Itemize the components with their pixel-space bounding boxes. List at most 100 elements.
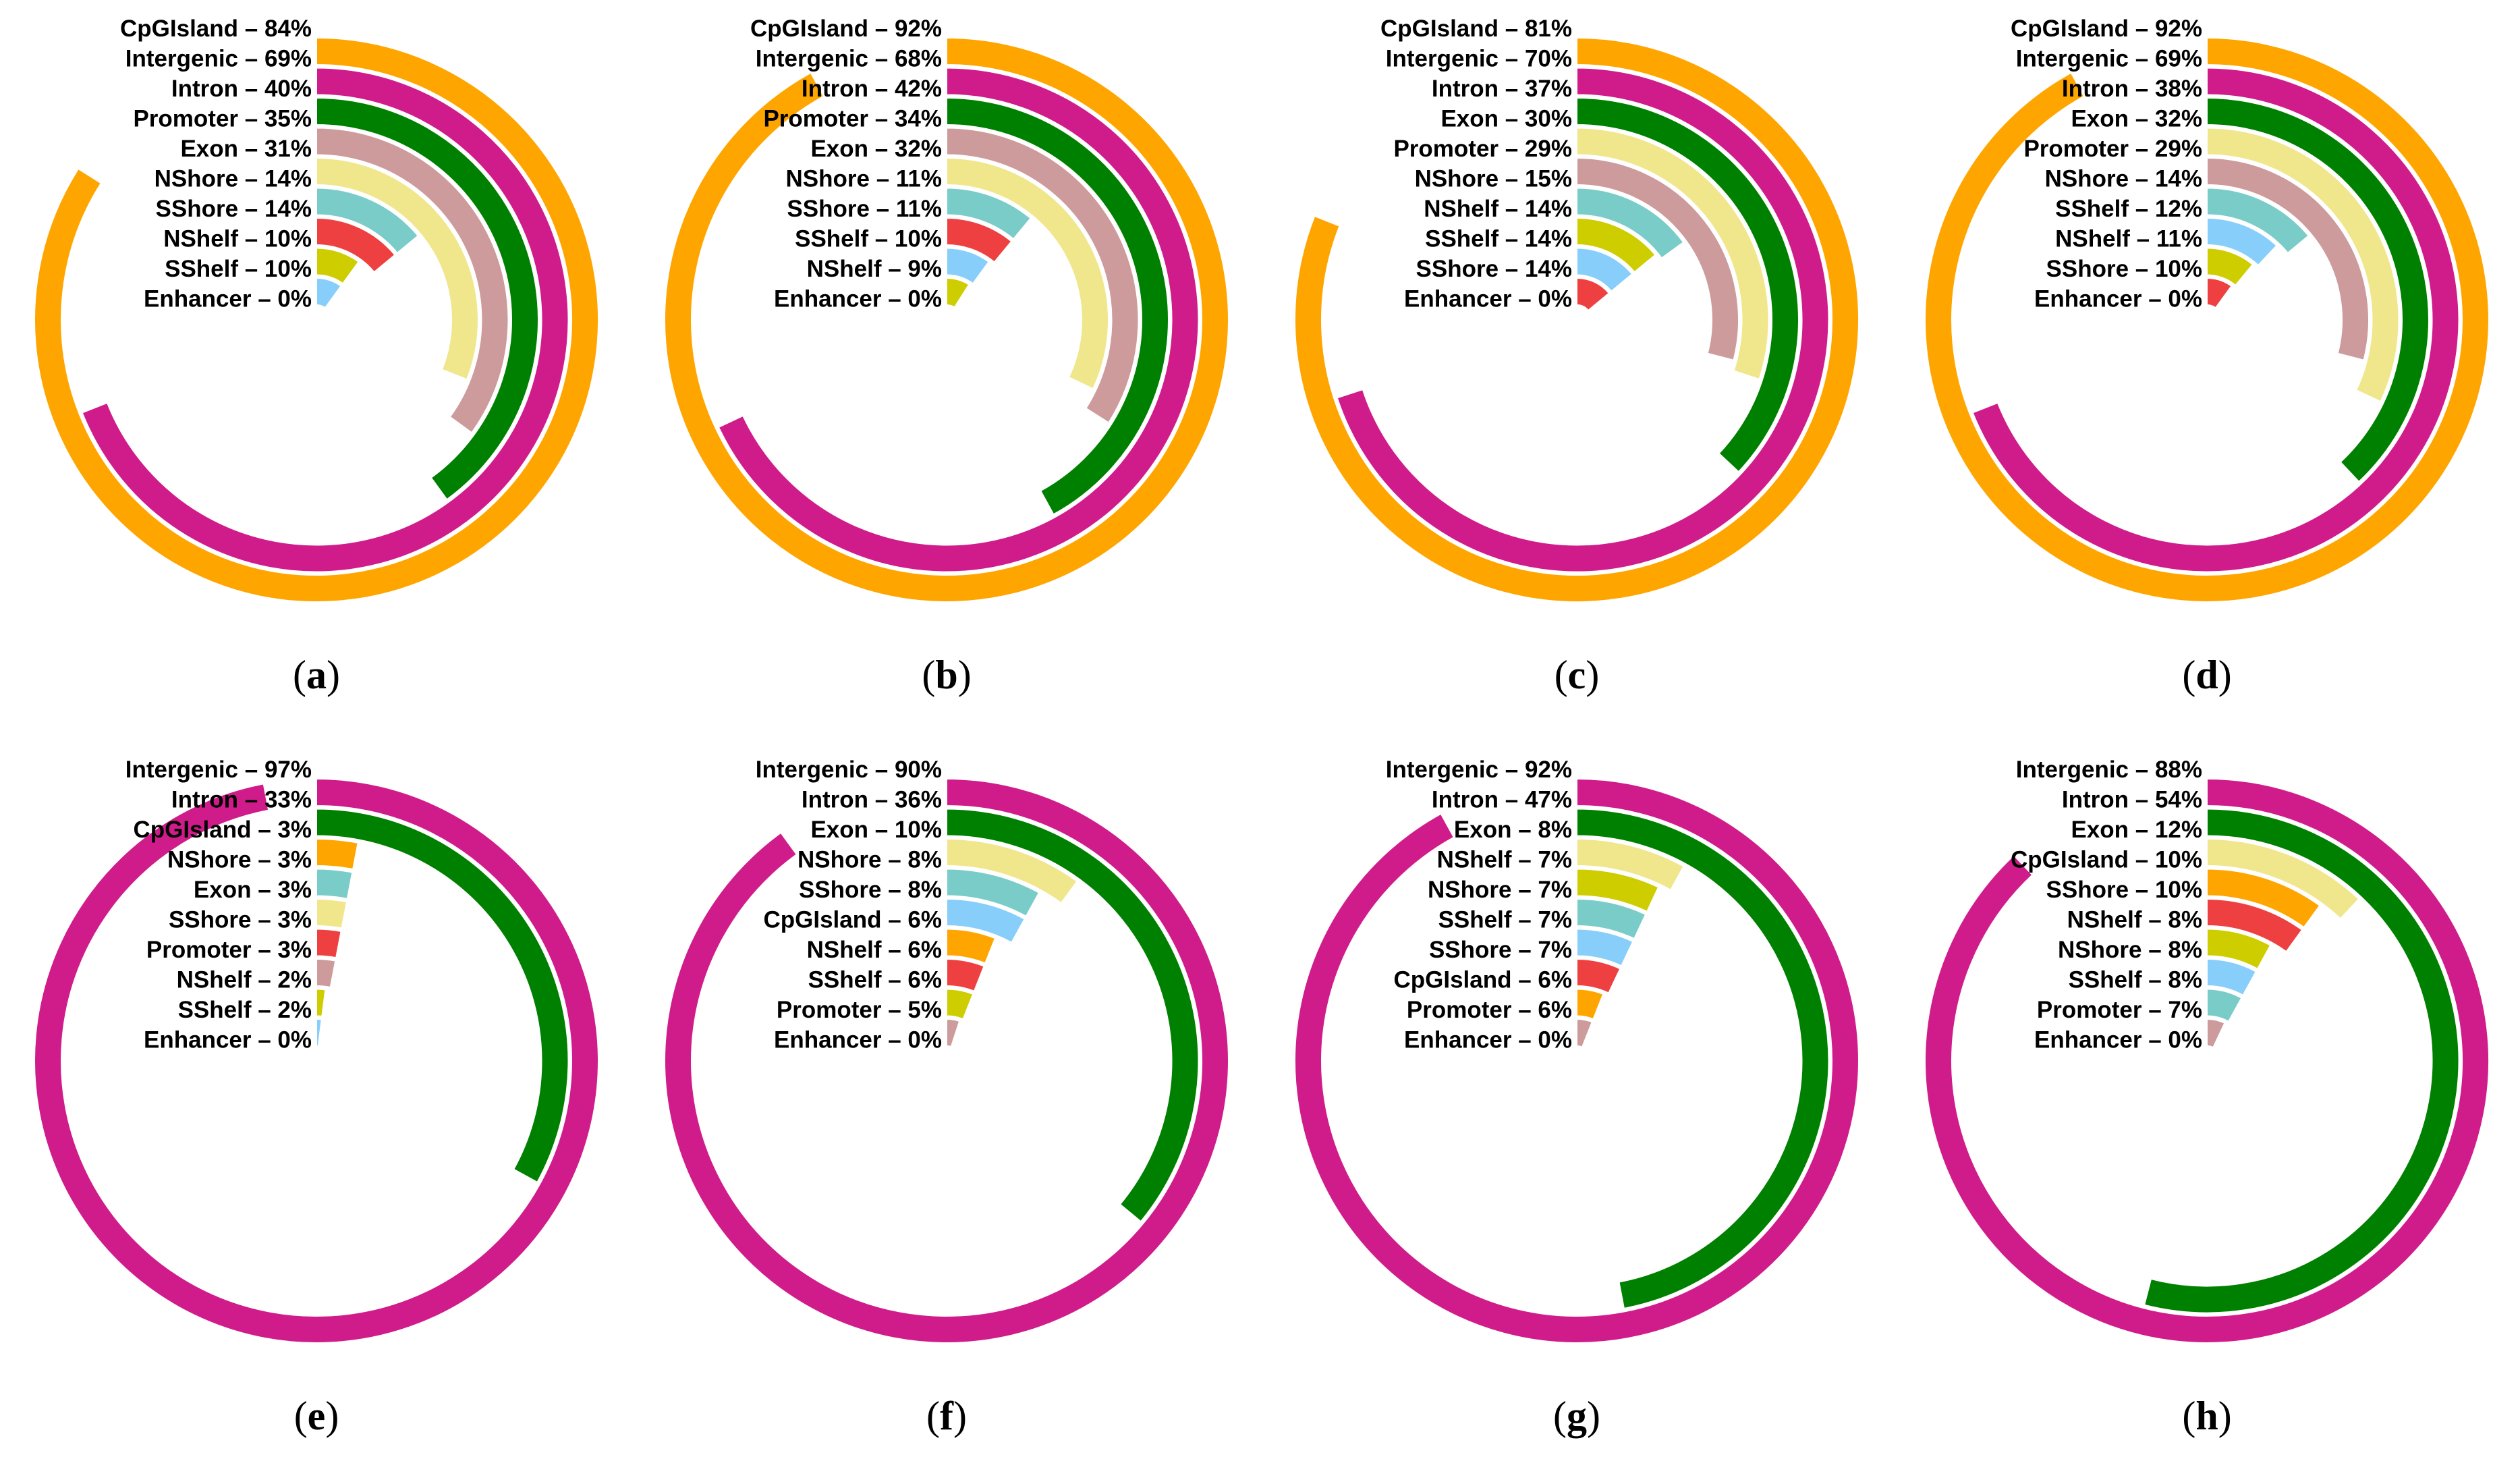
ring-arc-sshelf [2206,217,2278,267]
label-promoter: Promoter – 5% [777,997,942,1023]
ring-arc-exon [316,898,348,929]
ring-arc-sshore [316,928,342,959]
label-intergenic: Intergenic – 90% [756,757,942,783]
radial-bar-chart: Intergenic – 90% Intron – 36% Exon – 10% NS… [664,757,1229,1438]
ring-arc-intergenic [81,67,569,573]
label-enhancer: Enhancer – 0% [2034,286,2202,312]
ring-arc-cpgisland [946,928,997,964]
label-enhancer: Enhancer – 0% [774,286,942,312]
label-intron: Intron – 37% [1432,76,1572,102]
ring-arc-promoter [1576,157,1739,361]
ring-arc-exon [1576,127,1770,381]
label-sshore: SShore – 8% [799,877,942,903]
label-nshelf: NShelf – 9% [807,256,942,282]
label-enhancer: Enhancer – 0% [144,1027,312,1053]
chart-panel-e: Intergenic – 97% Intron – 33% CpGIsland – … [0,741,630,1482]
ring-arc-intergenic [1924,777,2490,1344]
radial-bar-chart: Intergenic – 97% Intron – 33% CpGIsland – … [34,757,599,1438]
ring-arc-promoter [946,127,1140,424]
ring-arc-sshore [316,217,396,273]
ring-arc-nshelf [946,277,970,308]
label-cpgisland: CpGIsland – 10% [2011,847,2202,873]
chart-panel-f: Intergenic – 90% Intron – 36% Exon – 10% NS… [630,741,1260,1482]
label-intron: Intron – 38% [2062,76,2202,102]
radial-bar-chart: CpGIsland – 84% Intergenic – 69% Intron – … [34,16,599,697]
ring-arc-cpgisland [316,838,359,871]
ring-arc-sshelf [946,247,990,285]
ring-arc-intergenic [1294,777,1859,1344]
label-intergenic: Intergenic – 97% [125,757,312,783]
label-sshelf: SShelf – 10% [795,226,942,252]
ring-arc-sshelf [946,988,974,1020]
label-exon: Exon – 8% [1454,817,1572,843]
ring-arc-exon [946,157,1109,390]
label-exon: Exon – 10% [810,817,942,843]
panel-caption: (b) [922,653,971,697]
label-sshelf: SShelf – 10% [165,256,312,282]
ring-arc-exon [2206,838,2360,920]
label-promoter: Promoter – 34% [763,106,942,132]
panel-caption: (h) [2182,1394,2231,1438]
ring-arc-intron [1576,97,1799,473]
ring-arc-intron [316,97,539,501]
label-exon: Exon – 31% [180,136,312,162]
ring-arc-intron [946,808,1200,1223]
label-sshore: SShore – 10% [2046,877,2203,903]
ring-arc-sshelf [316,277,342,309]
ring-arc-promoter [316,958,337,989]
panel-caption: (d) [2182,653,2231,697]
label-nshore: NShore – 3% [167,847,312,873]
label-nshelf: NShelf – 11% [2055,226,2202,252]
radial-bar-chart: Intergenic – 88% Intron – 54% Exon – 12% Cp… [1924,757,2490,1438]
ring-arc-sshore [1576,277,1611,312]
label-exon: Exon – 32% [810,136,942,162]
ring-arc-cpgisland [34,36,599,603]
label-intron: Intron – 47% [1432,787,1572,813]
panel-caption: (a) [293,653,340,697]
ring-arc-exon [316,157,479,381]
label-sshore: SShore – 14% [156,196,312,222]
label-nshelf: NShelf – 14% [1424,196,1572,222]
label-intergenic: Intergenic – 69% [2016,46,2202,72]
ring-arc-nshore [2206,187,2310,254]
label-intron: Intron – 42% [802,76,942,102]
panel-caption: (f) [926,1394,967,1438]
label-nshelf: NShelf – 2% [177,967,312,993]
chart-panel-d: CpGIsland – 92% Intergenic – 69% Intron – … [1891,0,2520,741]
label-enhancer: Enhancer – 0% [2034,1027,2202,1053]
label-nshore: NShore – 11% [786,166,943,192]
ring-arc-nshelf [316,247,360,285]
ring-arc-nshore [946,868,1040,918]
label-nshelf: NShelf – 8% [2067,907,2202,933]
label-enhancer: Enhancer – 0% [144,286,312,312]
label-cpgisland: CpGIsland – 81% [1380,16,1572,42]
label-intergenic: Intergenic – 70% [1386,46,1572,72]
label-nshore: NShore – 7% [1428,877,1572,903]
label-cpgisland: CpGIsland – 84% [120,16,312,42]
radial-bar-chart: CpGIsland – 92% Intergenic – 68% Intron – … [664,16,1229,697]
label-nshore: NShore – 8% [797,847,942,873]
ring-arc-cpgisland [1924,36,2490,603]
label-enhancer: Enhancer – 0% [774,1027,942,1053]
ring-arc-nshelf [946,958,985,993]
ring-arc-exon [2206,127,2400,403]
label-exon: Exon – 30% [1440,106,1572,132]
ring-arc-nshore [316,868,354,900]
ring-arc-intron [2143,808,2460,1314]
ring-arc-nshore [946,187,1032,240]
label-exon: Exon – 12% [2071,817,2202,843]
label-nshelf: NShelf – 6% [807,937,942,963]
chart-panel-h: Intergenic – 88% Intron – 54% Exon – 12% Cp… [1891,741,2520,1482]
label-exon: Exon – 3% [194,877,312,903]
label-nshore: NShore – 15% [1415,166,1572,192]
label-intron: Intron – 36% [802,787,942,813]
ring-arc-cpgisland [664,36,1229,603]
label-sshore: SShore – 14% [1416,256,1573,282]
ring-arc-nshore [2206,958,2258,997]
ring-arc-intron [946,97,1169,516]
radial-bar-chart: Intergenic – 92% Intron – 47% Exon – 8% NSh… [1294,757,1859,1438]
label-enhancer: Enhancer – 0% [1404,286,1572,312]
label-cpgisland: CpGIsland – 6% [763,907,942,933]
ring-arc-sshore [946,217,1013,263]
label-nshore: NShore – 14% [155,166,312,192]
